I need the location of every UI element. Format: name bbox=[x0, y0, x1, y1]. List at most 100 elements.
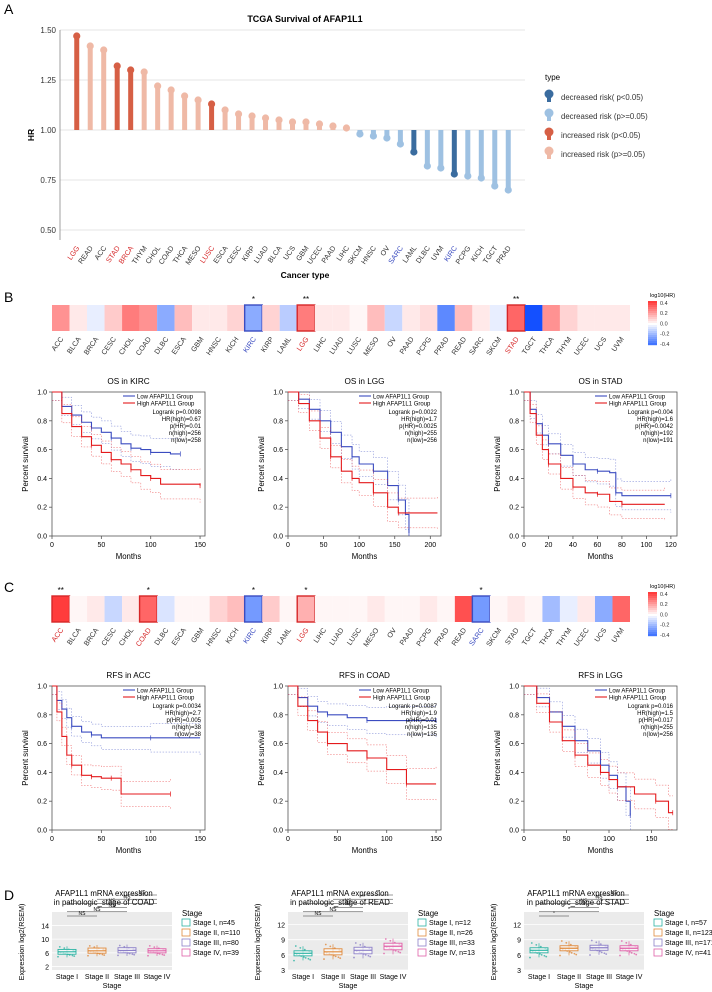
heatmap-tick-label: LAML bbox=[275, 335, 293, 356]
hr-point bbox=[275, 116, 283, 124]
hr-point bbox=[207, 100, 216, 108]
km-ci-line bbox=[288, 685, 437, 708]
heat-legend-swatch bbox=[648, 329, 657, 332]
km-title: OS in LGG bbox=[344, 377, 384, 386]
box-jitter-point bbox=[148, 944, 151, 947]
km-y-tick-label: 1.0 bbox=[37, 390, 47, 397]
heatmap-tick-label: PCPG bbox=[414, 335, 433, 357]
significance-star: ** bbox=[58, 586, 64, 595]
box-jitter-point bbox=[117, 954, 119, 957]
box-legend-label: Stage IV, n=41 bbox=[665, 950, 711, 957]
heatmap-cell bbox=[559, 596, 578, 622]
heatmap-cell bbox=[227, 305, 245, 331]
box-jitter-point bbox=[559, 954, 561, 957]
box-jitter-point bbox=[153, 946, 156, 948]
box-legend-label: Stage III, n=80 bbox=[193, 940, 239, 947]
km-y-tick-label: 0.2 bbox=[509, 799, 519, 806]
km-stat: n(low)=191 bbox=[643, 438, 674, 444]
km-stat: n(low)=38 bbox=[174, 732, 201, 738]
km-stat: n(low)=256 bbox=[643, 732, 674, 738]
km-curve bbox=[524, 685, 673, 814]
comparison-label: NS bbox=[109, 899, 117, 905]
km-curve bbox=[288, 391, 438, 514]
km-y-tick-label: 0.8 bbox=[273, 712, 283, 719]
heatmap-cell bbox=[402, 305, 420, 331]
heatmap-cell bbox=[577, 596, 595, 622]
heat-legend-tick: -0.4 bbox=[660, 342, 669, 348]
box-legend-label: Stage IV, n=39 bbox=[193, 950, 239, 957]
heatmap-tick-label: PAAD bbox=[397, 626, 415, 647]
box-jitter-point bbox=[383, 952, 385, 955]
box-jitter-point bbox=[633, 952, 636, 955]
km-legend-label: High AFAP1L1 Group bbox=[373, 402, 431, 408]
km-stat: p(HR)=0.01 bbox=[406, 718, 438, 724]
km-x-tick-label: 150 bbox=[194, 542, 206, 549]
km-y-tick-label: 1.0 bbox=[37, 684, 47, 691]
km-y-tick-label: 0.8 bbox=[37, 418, 47, 425]
box-jitter-point bbox=[529, 956, 531, 959]
km-frame bbox=[287, 685, 442, 831]
km-y-tick-label: 0.0 bbox=[273, 534, 283, 541]
box-jitter-point bbox=[573, 952, 576, 955]
heat-legend-title: log10(HR) bbox=[650, 293, 675, 299]
heatmap-tick-label: ESCA bbox=[169, 335, 188, 356]
km-x-title: Months bbox=[116, 552, 142, 561]
km-legend-label: Low AFAP1L1 Group bbox=[373, 395, 430, 401]
box-jitter-point bbox=[73, 955, 76, 958]
km-y-tick-label: 0.8 bbox=[509, 418, 519, 425]
km-x-tick-label: 100 bbox=[381, 836, 393, 843]
heatmap-cell bbox=[419, 596, 438, 622]
box-jitter-point bbox=[543, 954, 546, 957]
heatmap-cell bbox=[507, 596, 525, 622]
y-tick-label: 0.75 bbox=[40, 176, 56, 185]
heat-legend-swatch bbox=[648, 626, 657, 629]
box-jitter-point bbox=[307, 957, 310, 960]
heatmap-cell bbox=[437, 305, 455, 331]
box-title: in pathologic_stage of COAD bbox=[54, 898, 155, 907]
box-x-tick-label: Stage IV bbox=[380, 974, 407, 981]
heatmap-cell bbox=[612, 596, 630, 622]
km-y-title: Percent survival bbox=[493, 730, 502, 786]
km-stat: p(HR)=0.017 bbox=[638, 718, 673, 724]
box-x-title: Stage bbox=[103, 981, 122, 990]
heat-legend-swatch bbox=[648, 335, 657, 338]
km-y-tick-label: 0.4 bbox=[273, 476, 283, 483]
box-y-title: Expression log2(RSEM) bbox=[253, 904, 262, 981]
km-x-tick-label: 0 bbox=[286, 836, 290, 843]
box-x-tick-label: Stage II bbox=[85, 974, 109, 981]
heatmap-tick-label: PRAD bbox=[432, 335, 451, 357]
x-axis-title: Cancer type bbox=[281, 270, 330, 280]
heatmap-cell bbox=[104, 305, 123, 331]
km-curves: OS in KIRC 0.0 0.2 0.4 0.6 0.8 1.0 0 50 100 150 Mon… bbox=[21, 377, 678, 855]
km-ci-line bbox=[52, 391, 201, 470]
heat-legend-swatch bbox=[648, 602, 657, 605]
box-jitter-point bbox=[389, 939, 392, 942]
hr-point bbox=[154, 82, 162, 90]
km-title: RFS in COAD bbox=[339, 671, 390, 680]
significance-star: * bbox=[252, 586, 255, 595]
km-y-tick-label: 1.0 bbox=[509, 390, 519, 397]
legend-label: decreased risk( p<0.05) bbox=[561, 93, 644, 102]
heatmap-tick-label: ESCA bbox=[169, 626, 188, 647]
heatmap-tick-label: SARC bbox=[467, 626, 486, 648]
heatmap-tick-label: COAD bbox=[134, 626, 153, 648]
km-ci-line bbox=[288, 400, 438, 531]
box-jitter-point bbox=[629, 943, 632, 946]
km-stat: HR(high)=1.6 bbox=[637, 417, 674, 423]
heat-legend-swatch bbox=[648, 307, 657, 310]
km-y-tick-label: 0.4 bbox=[509, 770, 519, 777]
box-y-tick-label: 9 bbox=[281, 938, 285, 945]
legend-swatch-point bbox=[544, 146, 554, 156]
heat-legend-swatch bbox=[648, 311, 657, 314]
heatmap-tick-label: CHOL bbox=[117, 335, 136, 357]
box-legend-swatch bbox=[417, 928, 427, 937]
box-jitter-point bbox=[339, 957, 342, 960]
km-x-tick-label: 50 bbox=[320, 542, 328, 549]
box-y-tick-label: 3 bbox=[281, 968, 285, 975]
km-x-tick-label: 60 bbox=[594, 542, 602, 549]
km-x-tick-label: 0 bbox=[286, 542, 290, 549]
heatmap-tick-label: KIRC bbox=[241, 335, 258, 354]
heat-legend-swatch bbox=[648, 333, 657, 336]
